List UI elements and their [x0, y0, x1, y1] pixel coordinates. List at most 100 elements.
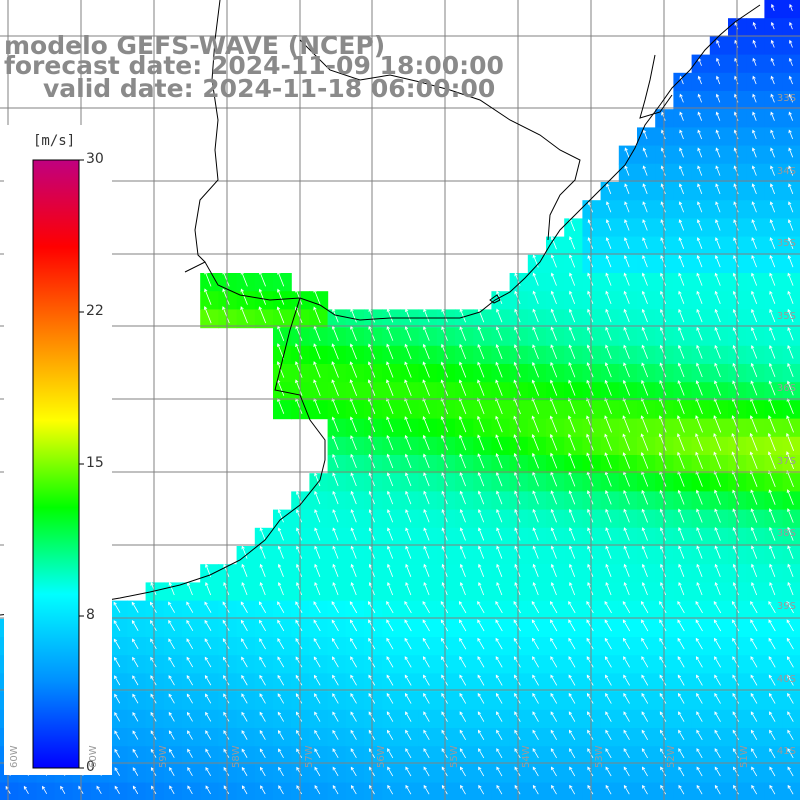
speed-cell [782, 236, 800, 256]
wind-arrow [658, 433, 667, 451]
wind-arrow [752, 111, 757, 121]
wind-arrow [659, 508, 667, 523]
wind-arrow [732, 637, 740, 650]
speed-cell [218, 782, 238, 800]
wind-arrow [677, 600, 685, 614]
wind-arrow [495, 619, 503, 632]
coastline [0, 0, 761, 616]
wind-arrow [496, 508, 503, 523]
wind-arrow [787, 219, 794, 231]
wind-arrow [750, 711, 758, 722]
wind-arrow [624, 237, 630, 249]
wind-arrow [277, 288, 285, 305]
speed-cell [254, 782, 274, 800]
wind-arrow [604, 619, 612, 632]
wind-arrow [131, 620, 139, 631]
wind-arrow [750, 692, 758, 704]
wind-arrow [713, 470, 722, 487]
wind-arrow [605, 344, 612, 359]
colorbar-tick-30: 30 [86, 151, 104, 167]
wind-arrow [423, 729, 430, 740]
wind-arrow [787, 581, 794, 596]
wind-arrow [532, 748, 539, 759]
wind-arrow [132, 711, 139, 722]
wind-arrow [532, 272, 539, 286]
wind-arrow [350, 674, 357, 686]
wind-arrow [405, 766, 412, 777]
wind-arrow [332, 490, 339, 505]
wind-arrow [222, 619, 230, 632]
wind-arrow [532, 637, 540, 650]
wind-arrow [314, 729, 321, 740]
wind-arrow [550, 748, 557, 759]
wind-arrow [605, 581, 612, 596]
wind-arrow [296, 509, 303, 523]
wind-arrow [716, 57, 721, 66]
wind-arrow [314, 711, 321, 722]
wind-arrow [296, 711, 303, 722]
wind-arrow [604, 433, 612, 451]
wind-arrow [641, 362, 649, 378]
wind-arrow [568, 326, 576, 341]
speed-cell [673, 782, 693, 800]
wind-arrow [405, 748, 412, 759]
wind-arrow [532, 711, 539, 722]
inland-border-path [194, 0, 221, 263]
wind-arrow [295, 656, 303, 668]
wind-arrow [697, 165, 703, 176]
wind-arrow [495, 637, 503, 650]
wind-arrow [677, 380, 685, 396]
wind-arrow [187, 785, 193, 795]
wind-arrow [205, 581, 212, 596]
wind-arrow [532, 729, 539, 740]
wind-arrow [641, 489, 649, 505]
wind-arrow [23, 785, 29, 794]
wind-arrow [350, 308, 357, 323]
wind-arrow [550, 361, 558, 378]
wind-arrow [623, 326, 630, 341]
wind-arrow [678, 581, 685, 596]
wind-arrow [296, 729, 303, 740]
wind-arrow [459, 729, 467, 740]
wind-arrow [679, 165, 684, 176]
wind-arrow [750, 344, 758, 359]
wind-arrow [695, 600, 703, 614]
speed-cell [782, 764, 800, 784]
wind-arrow [295, 674, 303, 686]
wind-arrow [132, 767, 139, 776]
wind-arrow [423, 581, 430, 596]
wind-arrow [587, 290, 594, 304]
wind-arrow [678, 272, 685, 286]
wind-arrow [787, 526, 794, 541]
wind-arrow [187, 730, 193, 740]
wind-arrow [569, 581, 576, 596]
wind-arrow [514, 711, 521, 722]
wind-arrow [350, 527, 357, 541]
wind-arrow [495, 471, 503, 487]
wind-arrow [770, 129, 775, 140]
wind-arrow [350, 453, 357, 469]
wind-arrow [568, 379, 576, 396]
wind-arrow [732, 308, 739, 323]
wind-arrow [205, 730, 212, 740]
wind-arrow [568, 452, 576, 469]
wind-arrow [532, 692, 539, 704]
wind-arrow [660, 545, 667, 559]
wind-arrow [623, 489, 630, 505]
wind-arrow [495, 600, 503, 614]
wind-arrow [477, 453, 485, 469]
wind-arrow [788, 93, 793, 103]
wind-arrow [532, 581, 539, 596]
wind-arrow [277, 711, 284, 722]
wind-arrow [296, 545, 303, 559]
wind-arrow [223, 766, 230, 777]
wind-arrow [222, 306, 230, 324]
wind-arrow [422, 361, 430, 378]
wind-arrow [714, 784, 721, 795]
wind-arrow [750, 674, 758, 686]
wind-arrow [660, 581, 667, 596]
wind-arrow [568, 729, 576, 740]
wind-arrow [677, 656, 685, 668]
wind-arrow [295, 619, 303, 632]
wind-arrow [604, 362, 612, 378]
